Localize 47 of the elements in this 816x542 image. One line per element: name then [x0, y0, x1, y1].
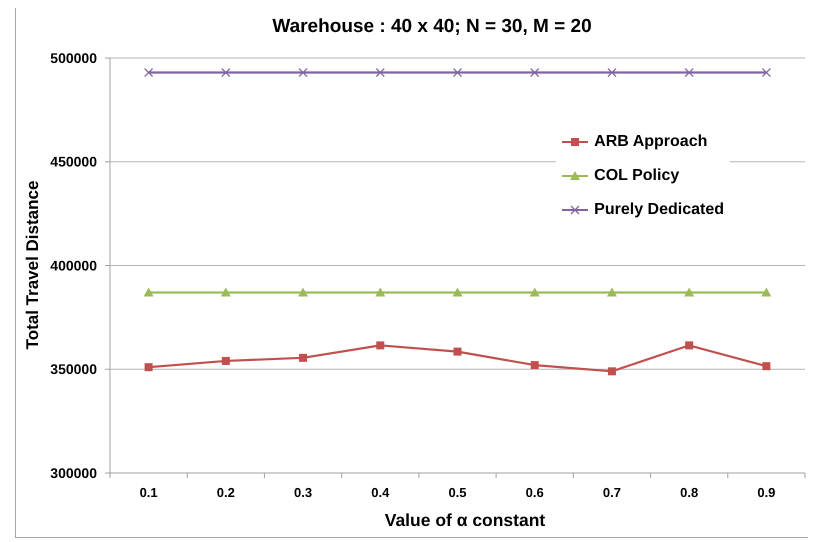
legend-label: ARB Approach — [594, 133, 708, 151]
point — [761, 287, 772, 296]
point — [684, 68, 694, 78]
point — [376, 341, 384, 350]
x-tick-label: 0.4 — [371, 485, 390, 500]
point — [298, 287, 308, 296]
chart-title: Warehouse : 40 x 40; N = 30, M = 20 — [271, 16, 593, 38]
x-tick-label: 0.9 — [757, 485, 776, 500]
point — [607, 68, 617, 78]
point — [144, 68, 154, 78]
y-tick-label: 350000 — [50, 361, 98, 378]
point — [298, 68, 308, 78]
y-tick-label: 400000 — [50, 257, 98, 274]
y-tick-label: 500000 — [50, 50, 98, 66]
point — [684, 287, 694, 296]
point — [376, 68, 385, 78]
legend-label: COL Policy — [594, 167, 680, 185]
point — [530, 361, 539, 370]
point — [221, 68, 230, 78]
point — [454, 348, 462, 356]
point — [144, 363, 153, 372]
point — [299, 354, 308, 362]
point — [220, 287, 231, 296]
point — [762, 68, 772, 78]
y-tick-label: 450000 — [50, 154, 98, 170]
x-tick-label: 0.8 — [680, 485, 698, 500]
point — [762, 362, 770, 370]
point — [452, 287, 462, 296]
point — [608, 367, 616, 376]
point — [144, 287, 154, 296]
y-axis-title: Total Travel Distance — [23, 180, 43, 352]
x-tick-label: 0.2 — [216, 485, 235, 500]
point — [530, 287, 540, 296]
x-tick-label: 0.7 — [602, 485, 621, 500]
x-tick-label: 0.6 — [526, 485, 544, 500]
point — [606, 287, 617, 296]
x-tick-label: 0.1 — [140, 485, 158, 500]
x-tick-label: 0.5 — [448, 485, 467, 500]
point — [452, 68, 462, 78]
point — [530, 68, 540, 78]
y-tick-label: 300000 — [50, 464, 98, 481]
point — [685, 341, 694, 350]
x-axis-title: Value of α constant — [384, 510, 546, 531]
x-tick-label: 0.3 — [294, 485, 312, 500]
point — [222, 356, 230, 365]
legend-label: Purely Dedicated — [594, 201, 724, 219]
point — [375, 287, 386, 296]
